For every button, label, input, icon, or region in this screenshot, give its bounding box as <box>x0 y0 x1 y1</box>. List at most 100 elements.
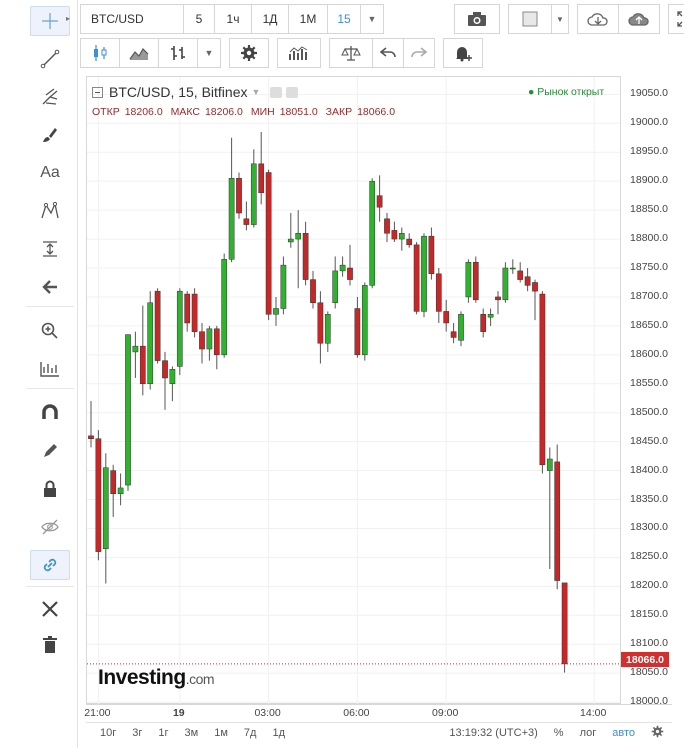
y-tick-label: 18050.0 <box>630 666 668 679</box>
candle-body <box>413 244 420 312</box>
x-tick-label: 19 <box>172 707 185 719</box>
candle-down <box>347 244 353 286</box>
magnet-icon[interactable] <box>30 398 70 428</box>
interval-button[interactable]: 5 <box>183 4 215 34</box>
range-button[interactable]: 1г <box>158 726 169 739</box>
collapse-legend-icon[interactable] <box>92 86 103 98</box>
range-button[interactable]: 7д <box>243 726 257 739</box>
candle-up <box>117 473 124 506</box>
chart-plot-area[interactable] <box>86 76 621 705</box>
candle-body <box>339 264 346 272</box>
candle-up <box>487 308 494 326</box>
range-button[interactable]: 3м <box>184 726 199 739</box>
pitchfork-icon[interactable] <box>30 82 70 112</box>
range-button[interactable]: 1д <box>272 726 285 739</box>
y-tick-label: 18500.0 <box>630 405 668 418</box>
indicators-icon[interactable] <box>277 38 321 68</box>
measure-icon[interactable] <box>30 234 70 264</box>
pattern-icon[interactable] <box>30 196 70 226</box>
bars-icon[interactable] <box>158 38 198 68</box>
indicator-ruler-icon[interactable] <box>30 354 70 384</box>
area-chart-icon[interactable] <box>119 38 159 68</box>
candle-body <box>517 270 524 280</box>
symbol-input[interactable]: BTC/USD <box>80 4 184 34</box>
candles-icon[interactable] <box>80 38 120 68</box>
redo-icon[interactable] <box>403 38 435 68</box>
tools-icon[interactable] <box>30 594 70 624</box>
log-toggle[interactable]: лог <box>579 726 597 739</box>
chart-style-icon[interactable] <box>508 4 552 34</box>
range-button[interactable]: 10г <box>100 726 117 739</box>
zoom-in-icon[interactable] <box>30 316 70 346</box>
arrow-left-icon[interactable] <box>30 272 70 302</box>
undo-icon[interactable] <box>372 38 404 68</box>
candle-down <box>162 351 168 410</box>
candle-down <box>110 464 117 517</box>
auto-toggle[interactable]: авто <box>612 726 635 739</box>
interval-button[interactable]: 1М <box>288 4 328 34</box>
candle-body <box>509 267 516 270</box>
compare-scales-icon[interactable] <box>329 38 373 68</box>
visibility-icon[interactable] <box>270 86 283 98</box>
fullscreen-icon[interactable] <box>668 4 684 34</box>
settings-icon[interactable] <box>286 86 299 98</box>
interval-button[interactable]: 1Д <box>251 4 289 34</box>
hide-eye-icon[interactable] <box>30 512 70 542</box>
candle-body <box>317 302 324 344</box>
candle-down <box>428 227 435 280</box>
candle-up <box>147 291 154 390</box>
cloud-upload-icon[interactable] <box>618 4 660 34</box>
candle-up <box>332 256 339 309</box>
camera-icon[interactable] <box>454 4 500 34</box>
candle-up <box>465 259 472 303</box>
interval-button[interactable]: 1ч <box>214 4 252 34</box>
candle-body <box>110 470 117 494</box>
time-axis[interactable]: 21:00 19 03:00 06:00 09:00 14:00 <box>84 704 672 722</box>
toolbar-expand-icon[interactable]: ▸ <box>66 14 71 23</box>
chart-settings-icon[interactable] <box>643 725 672 741</box>
interval-button-selected[interactable]: 15 <box>327 4 361 34</box>
trend-line-icon[interactable] <box>30 44 70 74</box>
candle-body <box>406 238 413 246</box>
cloud-download-icon[interactable] <box>577 4 619 34</box>
add-alert-icon[interactable] <box>443 38 483 68</box>
candle-body <box>243 218 250 225</box>
y-tick-label: 19000.0 <box>630 116 668 129</box>
toolbar-divider <box>26 388 74 389</box>
crosshair-icon[interactable] <box>30 6 70 36</box>
candle-up <box>546 447 553 569</box>
candle-down <box>554 444 561 590</box>
text-tool-icon[interactable]: Aa <box>40 164 60 181</box>
percent-toggle[interactable]: % <box>553 726 564 739</box>
candle-down <box>243 201 250 231</box>
lock-icon[interactable] <box>30 474 70 504</box>
price-axis[interactable]: 18000.0 18050.0 18100.0 18150.0 18200.0 18250… <box>620 76 672 707</box>
candle-up <box>502 262 509 303</box>
bottom-bar: 10г 3г 1г 3м 1м 7д 1д 13:19:32 (UTC+3) %… <box>86 722 672 742</box>
range-button[interactable]: 3г <box>132 726 143 739</box>
chart-style-dropdown-icon[interactable]: ▼ <box>551 4 569 34</box>
y-tick-label: 18200.0 <box>630 579 668 592</box>
pencil-lock-icon[interactable] <box>30 436 70 466</box>
y-tick-label: 18900.0 <box>630 174 668 187</box>
candle-down <box>302 221 309 286</box>
candle-body <box>324 314 331 344</box>
y-tick-label: 18300.0 <box>630 521 668 534</box>
brush-icon[interactable] <box>30 120 70 150</box>
legend-dropdown-icon[interactable]: ▼ <box>251 87 261 97</box>
y-tick-label: 18100.0 <box>630 637 668 650</box>
interval-dropdown-icon[interactable]: ▼ <box>360 4 384 34</box>
gear-icon[interactable] <box>229 38 269 68</box>
candle-up <box>250 149 257 228</box>
candle-body <box>162 360 168 379</box>
y-tick-label: 18400.0 <box>630 463 668 476</box>
range-button[interactable]: 1м <box>214 726 228 739</box>
x-tick-label: 03:00 <box>254 707 281 719</box>
candle-body <box>236 178 242 214</box>
y-tick-label: 18550.0 <box>630 376 668 389</box>
ohlc-values: ОТКР 18206.0 МАКС 18206.0 МИН 18051.0 ЗАКР 1… <box>92 106 400 118</box>
candle-up <box>176 288 183 376</box>
chart-type-dropdown-icon[interactable]: ▼ <box>197 38 221 68</box>
link-icon[interactable] <box>30 550 70 580</box>
trash-icon[interactable] <box>30 630 70 660</box>
